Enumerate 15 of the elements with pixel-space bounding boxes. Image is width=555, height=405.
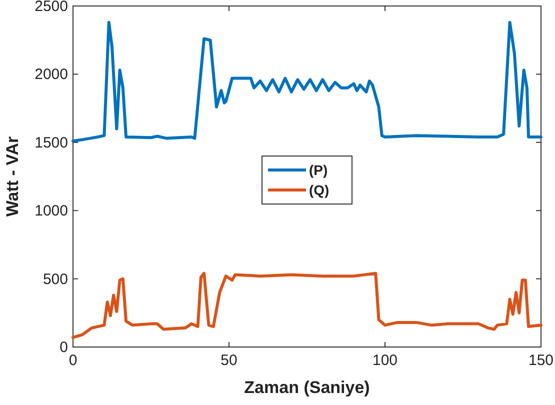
legend-label: (P) <box>309 162 328 178</box>
legend-label: (Q) <box>309 182 330 198</box>
y-tick-label: 0 <box>60 339 68 356</box>
y-tick-label: 2000 <box>34 66 68 84</box>
y-axis-title: Watt - VAr <box>3 136 22 217</box>
y-tick-label: 2500 <box>34 0 68 15</box>
y-tick-label: 1000 <box>34 202 68 220</box>
x-tick-label: 150 <box>528 352 554 369</box>
x-tick-label: 100 <box>372 352 398 369</box>
x-axis-title: Zaman (Saniye) <box>244 378 370 397</box>
line-series <box>72 20 542 143</box>
y-tick-label: 1500 <box>34 134 68 152</box>
line-series <box>72 272 542 339</box>
x-tick-label: 50 <box>220 352 238 369</box>
y-tick-label: 500 <box>42 270 68 288</box>
